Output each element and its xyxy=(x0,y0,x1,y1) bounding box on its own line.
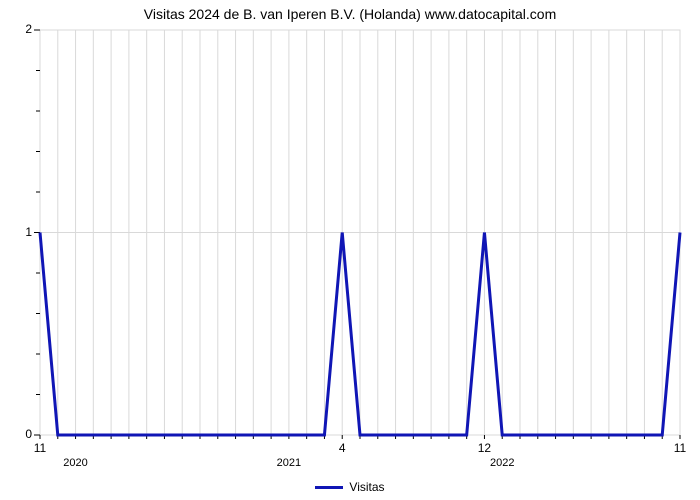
legend-line xyxy=(315,486,343,489)
chart-svg xyxy=(0,0,700,500)
y-tick-label: 2 xyxy=(12,22,32,36)
x-tick-label: 12 xyxy=(478,441,491,455)
x-tick-label: 11 xyxy=(674,441,686,455)
x-tick-label: 4 xyxy=(339,441,346,455)
chart-container: Visitas 2024 de B. van Iperen B.V. (Hola… xyxy=(0,0,700,500)
legend: Visitas xyxy=(0,480,700,494)
x-year-label: 2020 xyxy=(63,457,87,469)
y-tick-label: 0 xyxy=(12,427,32,441)
x-tick-label: 11 xyxy=(34,441,46,455)
x-year-label: 2022 xyxy=(490,457,514,469)
x-year-label: 2021 xyxy=(277,457,301,469)
y-tick-label: 1 xyxy=(12,225,32,239)
legend-label: Visitas xyxy=(349,480,384,494)
